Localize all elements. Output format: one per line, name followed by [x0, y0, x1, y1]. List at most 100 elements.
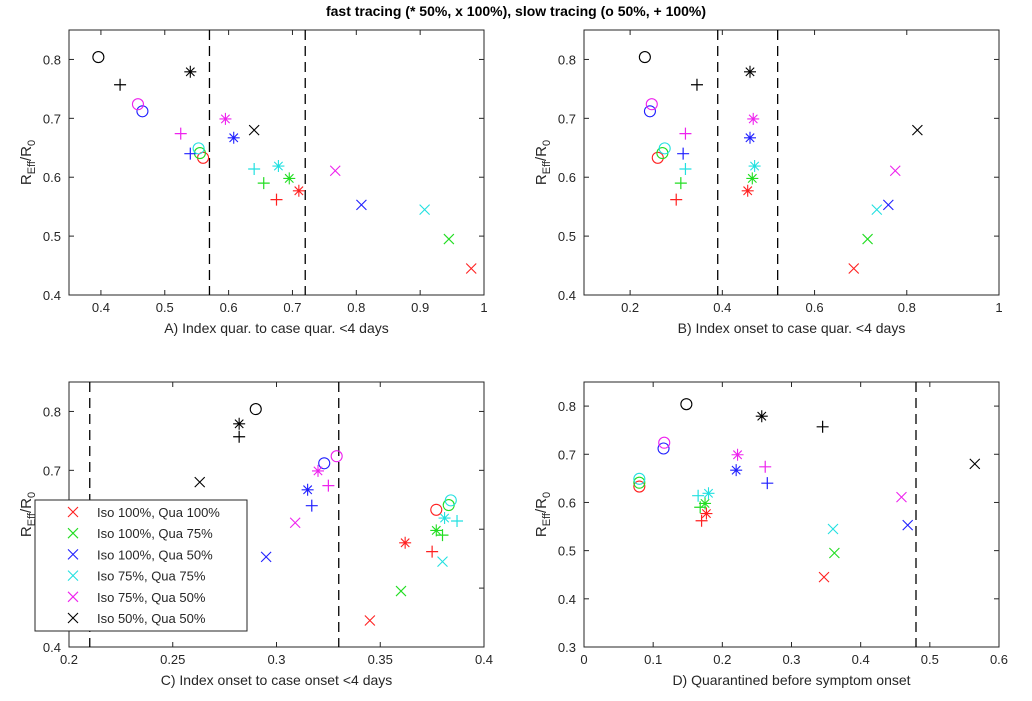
- data-point-c-s5: [289, 517, 301, 529]
- data-point-b-s4: [679, 162, 692, 175]
- x-tick-label-d: 0.4: [852, 652, 870, 667]
- legend-marker: [67, 506, 79, 518]
- data-point-b-s5: [747, 112, 760, 125]
- data-point-d-s5: [759, 460, 772, 473]
- data-point-c-s3: [301, 483, 314, 496]
- data-point-a-s1: [292, 184, 305, 197]
- y-tick-label-d: 0.3: [558, 640, 576, 655]
- legend-label: Iso 100%, Qua 100%: [97, 505, 220, 520]
- data-point-c-s6: [194, 476, 206, 488]
- y-tick-label-b: 0.4: [558, 288, 576, 303]
- data-point-c-s1: [399, 536, 412, 549]
- legend-label: Iso 100%, Qua 50%: [97, 547, 213, 562]
- legend: Iso 100%, Qua 100% Iso 100%, Qua 75% Iso 1…: [34, 499, 248, 632]
- legend-box: [34, 499, 248, 632]
- x-tick-label-c: 0.35: [368, 652, 393, 667]
- data-point-d-s4: [827, 523, 839, 535]
- data-point-a-s6: [184, 65, 197, 78]
- data-point-d-s5: [658, 436, 671, 449]
- x-tick-label-c: 0.25: [160, 652, 185, 667]
- y-tick-label-d: 0.7: [558, 447, 576, 462]
- data-point-a-s2: [257, 177, 270, 190]
- data-point-a-s3: [136, 105, 149, 118]
- data-point-d-s3: [657, 442, 670, 455]
- data-point-b-s6: [638, 51, 651, 64]
- plot-area-a: [68, 29, 485, 296]
- data-point-d-s5: [896, 491, 907, 503]
- data-point-d-s4: [633, 472, 646, 485]
- data-point-d-s2: [699, 497, 712, 510]
- legend-marker: [67, 549, 79, 560]
- data-point-a-s6: [92, 51, 105, 64]
- x-tick-label-a: 0.4: [92, 300, 110, 315]
- x-axis-label-b: B) Index onset to case quar. <4 days: [678, 320, 906, 336]
- data-point-b-s2: [746, 172, 759, 185]
- data-point-b-s3: [744, 131, 756, 144]
- data-point-c-s4: [437, 556, 448, 567]
- panel-a: 0.4 0.5 0.6 0.7 0.8 0.9 1 0.4 0.5 0.6 0.7 0.8 A) Ind…: [18, 29, 488, 336]
- data-point-b-s5: [889, 165, 901, 177]
- data-point-b-s6: [690, 78, 703, 91]
- data-point-c-s6: [249, 403, 262, 416]
- data-point-c-s1: [364, 615, 376, 626]
- data-point-c-s2: [395, 585, 407, 597]
- data-point-a-s3: [184, 147, 197, 160]
- data-point-a-s4: [248, 162, 261, 175]
- data-point-a-s6: [114, 78, 127, 91]
- x-tick-label-a: 0.7: [283, 300, 301, 315]
- x-tick-label-c: 0.4: [475, 652, 493, 667]
- data-point-c-s5: [330, 450, 343, 463]
- y-tick-label-a: 0.6: [43, 170, 61, 185]
- legend-marker: [67, 612, 79, 624]
- data-point-c-s6: [233, 417, 246, 430]
- data-point-b-s4: [658, 142, 671, 155]
- data-point-c-s3: [305, 499, 318, 512]
- x-tick-label-d: 0.1: [644, 652, 662, 667]
- data-point-d-s3: [761, 477, 774, 490]
- data-point-d-s1: [695, 514, 708, 527]
- y-tick-label-d: 0.8: [558, 399, 576, 414]
- y-tick-label-a: 0.4: [43, 288, 61, 303]
- legend-marker: [67, 591, 79, 603]
- y-tick-label-b: 0.5: [558, 229, 576, 244]
- data-point-b-s2: [862, 233, 873, 245]
- data-point-b-s1: [848, 263, 860, 274]
- x-tick-label-c: 0.2: [60, 652, 78, 667]
- data-point-c-s2: [436, 529, 449, 542]
- x-tick-label-a: 0.8: [347, 300, 365, 315]
- data-point-c-s6: [233, 430, 246, 443]
- data-point-b-s4: [871, 204, 883, 215]
- y-tick-label-a: 0.5: [43, 229, 61, 244]
- data-point-a-s1: [465, 263, 477, 274]
- data-point-a-s5: [174, 127, 187, 140]
- y-tick-label-a: 0.7: [43, 111, 61, 126]
- data-point-a-s6: [248, 124, 260, 136]
- data-point-d-s4: [692, 489, 705, 502]
- data-point-d-s6: [680, 398, 693, 411]
- x-axis-label-c: C) Index onset to case onset <4 days: [161, 672, 393, 688]
- data-point-c-s3: [260, 551, 272, 563]
- data-point-c-s5: [322, 479, 335, 492]
- data-point-b-s5: [679, 127, 692, 140]
- x-tick-label-d: 0.2: [713, 652, 731, 667]
- y-tick-label-c: 0.4: [43, 640, 61, 655]
- x-tick-label-b: 0.6: [806, 300, 824, 315]
- data-point-b-s6: [744, 65, 756, 78]
- data-point-a-s4: [419, 204, 431, 215]
- data-point-d-s3: [730, 464, 743, 477]
- data-point-c-s4: [438, 512, 451, 525]
- data-point-b-s1: [651, 151, 664, 164]
- panel-d: 0 0.1 0.2 0.3 0.4 0.5 0.6 0.3 0.4 0.5 0.6 0.7 0.8 D) …: [533, 381, 1008, 688]
- data-point-a-s5: [219, 112, 232, 125]
- figure-title: fast tracing (* 50%, x 100%), slow traci…: [326, 3, 706, 19]
- x-tick-label-d: 0.5: [921, 652, 939, 667]
- data-point-b-s1: [741, 184, 754, 197]
- data-point-d-s6: [755, 410, 768, 423]
- data-point-c-s1: [430, 503, 443, 516]
- data-point-a-s4: [272, 160, 285, 173]
- y-tick-label-b: 0.7: [558, 111, 576, 126]
- y-tick-label-b: 0.8: [558, 52, 576, 67]
- y-tick-label-d: 0.5: [558, 544, 576, 559]
